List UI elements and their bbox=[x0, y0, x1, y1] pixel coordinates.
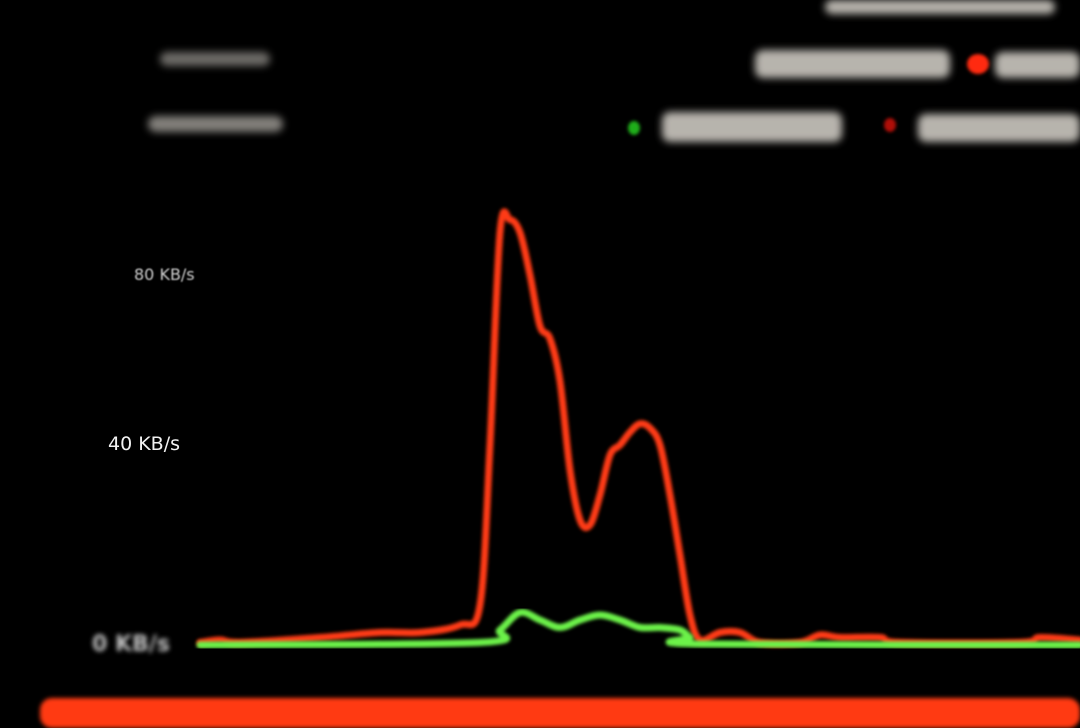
upload-data-point bbox=[499, 232, 501, 234]
upload-data-point bbox=[609, 454, 611, 456]
upload-data-point bbox=[649, 427, 651, 429]
upload-data-point bbox=[739, 632, 741, 634]
upload-data-point bbox=[529, 274, 531, 276]
upload-data-point bbox=[479, 604, 481, 606]
download-data-point bbox=[579, 619, 581, 621]
upload-data-point bbox=[569, 469, 571, 471]
upload-data-point bbox=[689, 614, 691, 616]
stat-value-blurred bbox=[755, 50, 950, 78]
download-data-point bbox=[639, 627, 641, 629]
upload-data-point bbox=[219, 639, 221, 641]
upload-data-point bbox=[579, 519, 581, 521]
header-stat-blurred bbox=[825, 0, 1055, 14]
upload-data-point bbox=[549, 338, 551, 340]
download-data-point bbox=[199, 644, 201, 646]
download-data-point bbox=[499, 629, 501, 631]
upload-data-point bbox=[319, 637, 321, 639]
upload-data-point bbox=[629, 431, 631, 433]
y-tick-80: 80 KB/s bbox=[134, 265, 195, 284]
upload-data-point bbox=[669, 494, 671, 496]
upload-data-point bbox=[379, 632, 381, 634]
y-tick-0: 0 KB/s bbox=[92, 632, 170, 657]
download-data-point bbox=[599, 614, 601, 616]
download-data-point bbox=[539, 619, 541, 621]
download-data-point bbox=[479, 642, 481, 644]
upload-total-blurred bbox=[918, 114, 1080, 142]
stat-label-blurred bbox=[148, 116, 283, 132]
upload-data-point bbox=[599, 494, 601, 496]
upload-series-line bbox=[196, 208, 1080, 648]
download-data-point bbox=[559, 627, 561, 629]
upload-total-dot bbox=[884, 118, 896, 132]
download-data-point bbox=[689, 637, 691, 639]
upload-data-point bbox=[839, 637, 841, 639]
download-data-point bbox=[699, 643, 701, 645]
stat-label-blurred bbox=[160, 52, 270, 66]
download-data-point bbox=[659, 627, 661, 629]
download-series-line bbox=[196, 608, 1080, 649]
upload-data-point bbox=[639, 423, 641, 425]
upload-data-point bbox=[719, 632, 721, 634]
upload-data-point bbox=[589, 524, 591, 526]
upload-data-point bbox=[519, 232, 521, 234]
upload-legend-dot bbox=[967, 54, 989, 74]
upload-data-point bbox=[679, 554, 681, 556]
download-data-point bbox=[679, 629, 681, 631]
download-total-blurred bbox=[662, 112, 842, 142]
bottom-progress-bar bbox=[40, 698, 1080, 728]
upload-data-point bbox=[539, 325, 541, 327]
download-legend-dot bbox=[628, 121, 640, 135]
upload-data-point bbox=[879, 637, 881, 639]
download-data-point bbox=[519, 612, 521, 614]
upload-data-point bbox=[489, 444, 491, 446]
upload-data-point bbox=[509, 219, 511, 221]
upload-data-point bbox=[1039, 637, 1041, 639]
upload-data-point bbox=[819, 634, 821, 636]
upload-data-point bbox=[459, 624, 461, 626]
upload-data-point bbox=[619, 444, 621, 446]
download-data-point bbox=[619, 619, 621, 621]
stat-value-blurred bbox=[995, 52, 1080, 78]
upload-data-point bbox=[559, 380, 561, 382]
upload-data-point bbox=[419, 632, 421, 634]
upload-data-point bbox=[659, 444, 661, 446]
y-tick-40: 40 KB/s bbox=[108, 433, 181, 455]
